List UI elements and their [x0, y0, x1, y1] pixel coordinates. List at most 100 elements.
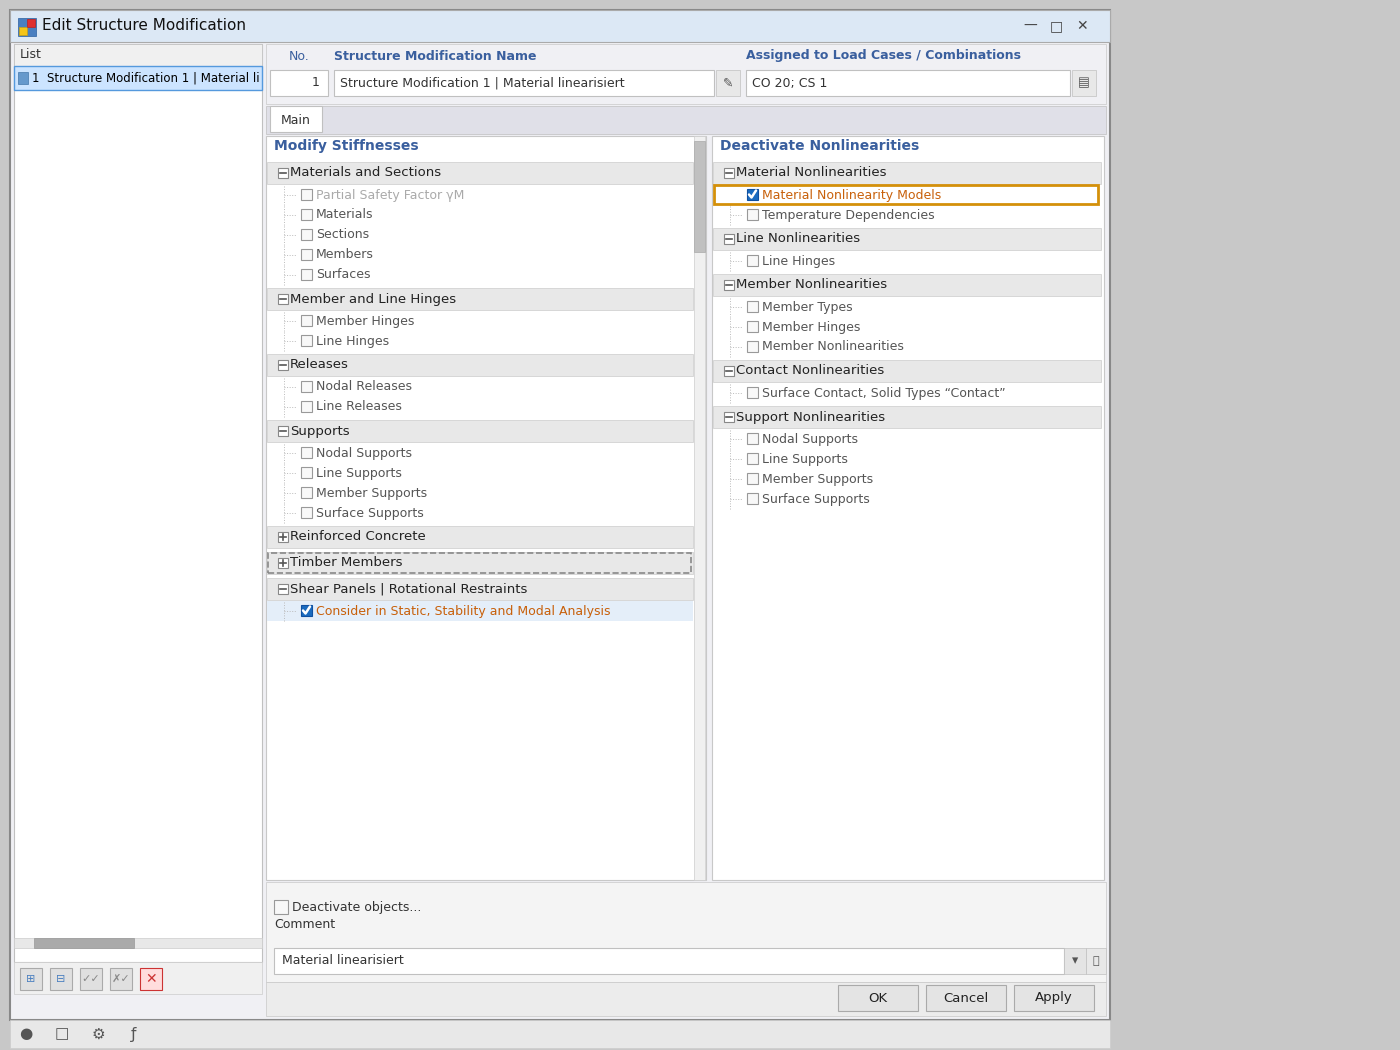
Bar	[724, 234, 734, 244]
Text: ✗✓: ✗✓	[112, 974, 130, 984]
Bar	[724, 280, 734, 290]
Bar	[140, 968, 162, 990]
Bar	[267, 553, 692, 573]
Text: Shear Panels | Rotational Restraints: Shear Panels | Rotational Restraints	[290, 583, 528, 595]
Bar	[18, 72, 28, 84]
Text: Structure Modification Name: Structure Modification Name	[335, 49, 536, 63]
Text: RFEM 6: RFEM 6	[1061, 996, 1095, 1006]
Text: Deactivate objects...: Deactivate objects...	[293, 901, 421, 914]
Text: Comment: Comment	[274, 918, 335, 930]
Bar	[80, 968, 102, 990]
Text: Member Nonlinearities: Member Nonlinearities	[762, 340, 904, 354]
Text: Materials and Sections: Materials and Sections	[290, 167, 441, 180]
Text: Structure Modification 1 | Material linearisiert: Structure Modification 1 | Material line…	[340, 77, 624, 89]
Bar	[267, 162, 693, 184]
Bar	[713, 360, 1100, 382]
Bar	[267, 526, 693, 548]
Text: Line Nonlinearities: Line Nonlinearities	[736, 232, 860, 246]
Bar	[14, 44, 262, 962]
Bar	[279, 532, 288, 542]
Bar	[267, 601, 693, 621]
Bar	[266, 106, 1106, 134]
Text: 1  Structure Modification 1 | Material li: 1 Structure Modification 1 | Material li	[32, 71, 259, 84]
Bar	[267, 420, 693, 442]
Text: Sections: Sections	[316, 229, 370, 242]
Bar	[10, 10, 1110, 1020]
Bar	[301, 381, 312, 392]
Bar	[839, 985, 918, 1011]
Bar	[301, 507, 312, 518]
Text: Consider in Static, Stability and Modal Analysis: Consider in Static, Stability and Modal …	[316, 605, 610, 617]
Bar	[724, 366, 734, 376]
Bar	[14, 66, 262, 90]
Bar	[713, 228, 1100, 250]
Bar	[746, 70, 1070, 96]
Text: ƒ: ƒ	[132, 1027, 137, 1042]
Bar	[270, 70, 328, 96]
Bar	[301, 487, 312, 498]
Bar	[748, 255, 757, 266]
Bar	[301, 467, 312, 478]
Text: Contact Nonlinearities: Contact Nonlinearities	[736, 364, 885, 378]
Text: Member Hinges: Member Hinges	[316, 315, 414, 328]
Text: Line Releases: Line Releases	[316, 400, 402, 414]
Bar	[274, 948, 1064, 974]
Bar	[270, 106, 322, 132]
Bar	[301, 189, 312, 200]
Text: ▤: ▤	[1078, 77, 1089, 89]
Bar	[267, 354, 693, 376]
Text: ⊞: ⊞	[27, 974, 35, 984]
Bar	[266, 882, 1106, 982]
Bar	[748, 387, 757, 398]
Text: ⊟: ⊟	[56, 974, 66, 984]
Bar	[748, 209, 757, 220]
Text: Timber Members: Timber Members	[290, 556, 403, 569]
Text: Apply: Apply	[1035, 991, 1072, 1005]
Text: Surface Supports: Surface Supports	[316, 506, 424, 520]
Text: □: □	[55, 1027, 69, 1042]
Text: Supports: Supports	[290, 424, 350, 438]
Text: Temperature Dependencies: Temperature Dependencies	[762, 209, 935, 222]
Bar	[724, 412, 734, 422]
Text: Materials: Materials	[316, 209, 374, 222]
Text: Surface Contact, Solid Types “Contact”: Surface Contact, Solid Types “Contact”	[762, 386, 1005, 399]
Text: Line Supports: Line Supports	[762, 453, 848, 465]
Text: Surfaces: Surfaces	[316, 269, 371, 281]
Bar	[748, 433, 757, 444]
Bar	[27, 19, 35, 27]
Text: Nodal Releases: Nodal Releases	[316, 380, 412, 394]
Bar	[301, 229, 312, 240]
Bar	[748, 301, 757, 312]
Text: ▾: ▾	[1072, 954, 1078, 967]
Bar	[748, 494, 757, 504]
Bar	[10, 10, 1110, 42]
Bar	[279, 294, 288, 304]
Bar	[724, 168, 734, 178]
Bar	[301, 209, 312, 220]
Text: Material Nonlinearity Models: Material Nonlinearity Models	[762, 189, 941, 202]
Text: Reinforced Concrete: Reinforced Concrete	[290, 530, 426, 544]
Bar	[14, 962, 262, 994]
Bar	[713, 136, 1105, 880]
Text: Member Types: Member Types	[762, 300, 853, 314]
Bar	[301, 335, 312, 346]
Text: Member Supports: Member Supports	[316, 486, 427, 500]
Bar	[111, 968, 132, 990]
Bar	[1072, 70, 1096, 96]
Bar	[301, 605, 312, 616]
Text: ✓✓: ✓✓	[81, 974, 101, 984]
Bar	[301, 269, 312, 280]
Text: Partial Safety Factor γM: Partial Safety Factor γM	[316, 189, 465, 202]
Bar	[1064, 948, 1086, 974]
Text: Surface Supports: Surface Supports	[762, 492, 869, 505]
Text: ⚙: ⚙	[91, 1027, 105, 1042]
Bar	[713, 162, 1100, 184]
Text: Deactivate Nonlinearities: Deactivate Nonlinearities	[720, 139, 920, 153]
Bar	[266, 982, 1106, 1016]
Text: Modify Stiffnesses: Modify Stiffnesses	[274, 139, 419, 153]
Text: ⧉: ⧉	[1092, 956, 1099, 966]
Bar	[266, 44, 1106, 104]
Text: Member Supports: Member Supports	[762, 472, 874, 485]
Bar	[694, 141, 706, 252]
Text: Support Nonlinearities: Support Nonlinearities	[736, 411, 885, 423]
